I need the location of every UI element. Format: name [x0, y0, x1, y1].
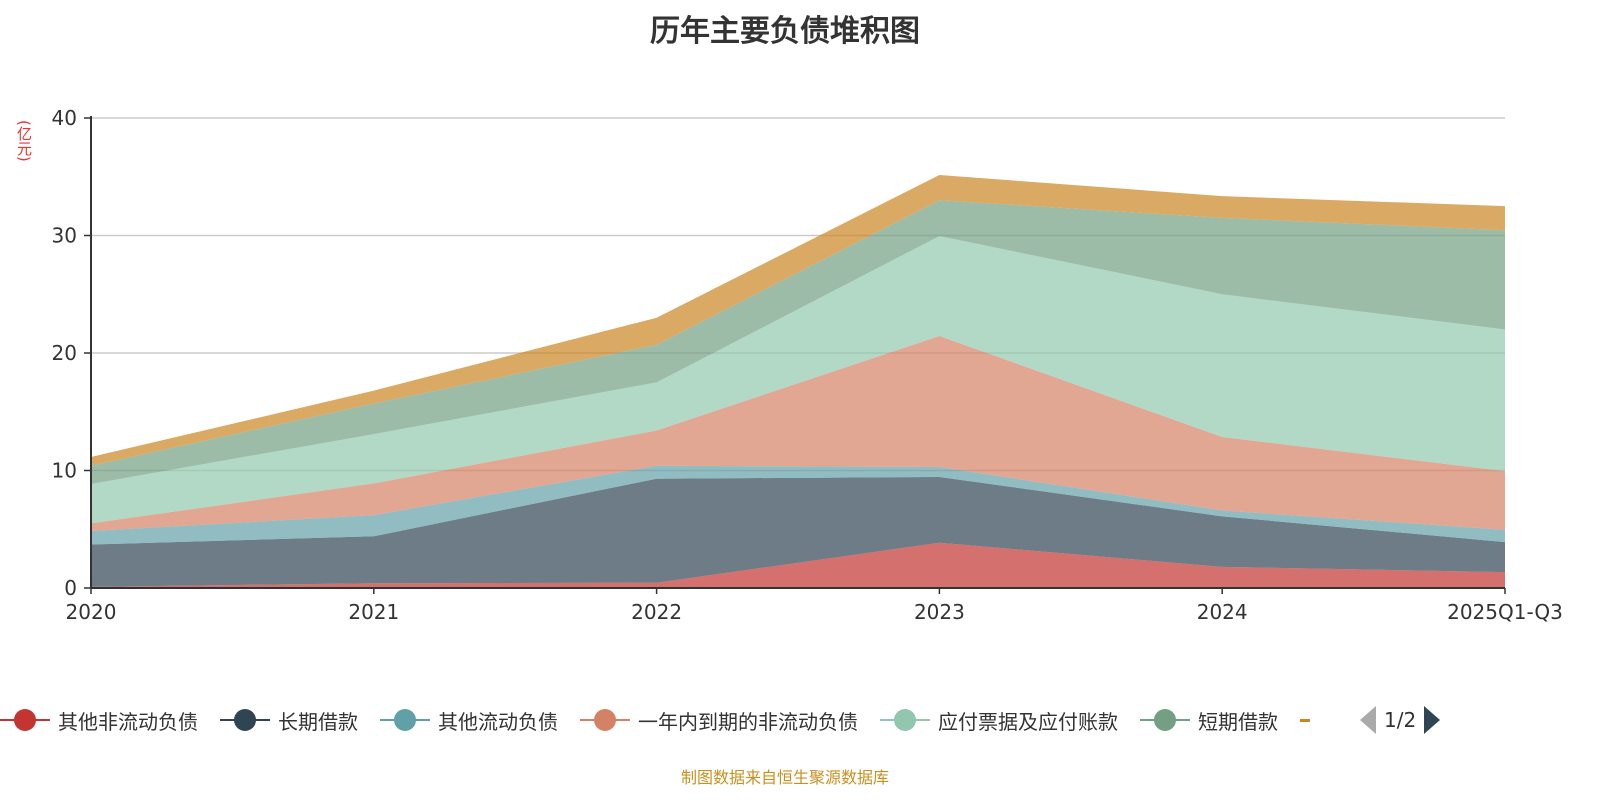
legend-item[interactable]: 短期借款 [1140, 705, 1278, 735]
area-series-0 [91, 542, 1505, 588]
legend-marker-icon [220, 705, 270, 735]
legend-label: 短期借款 [1198, 709, 1278, 734]
legend-label: 应付票据及应付账款 [938, 709, 1118, 734]
legend-item[interactable]: 其他流动负债 [380, 705, 558, 735]
legend-marker-icon [1140, 705, 1190, 735]
chart-title: 历年主要负债堆积图 [650, 14, 920, 49]
legend-label: 其他流动负债 [438, 709, 558, 734]
legend-marker-icon [0, 705, 50, 735]
next-page-icon[interactable] [1424, 706, 1441, 734]
legend-item[interactable]: 其他非流动负债 [0, 705, 198, 735]
legend-item[interactable] [1300, 718, 1330, 722]
legend-item[interactable]: 长期借款 [220, 705, 358, 735]
y-axis-unit: (亿元) [15, 120, 33, 162]
x-tick-label: 2024 [1197, 600, 1248, 624]
y-tick-label: 40 [52, 106, 77, 130]
x-tick-label: 2021 [348, 600, 399, 624]
legend-label: 其他非流动负债 [58, 709, 198, 734]
legend-pager: 1/2 [1352, 706, 1448, 734]
x-tick-label: 2022 [631, 600, 682, 624]
legend-label: 一年内到期的非流动负债 [638, 709, 858, 734]
legend-page-indicator: 1/2 [1384, 708, 1417, 732]
stacked-area-chart: 0 10 20 30 40 2020 2021 2022 2023 2024 2025Q1-Q3 [52, 106, 1563, 624]
x-tick-label: 2020 [66, 600, 117, 624]
area-series-5 [91, 200, 1505, 485]
legend: 其他非流动负债 长期借款 其他流动负债 一年内到期的非流动负债 应付票据及应付账款 短期借… [0, 704, 1448, 736]
y-tick-label: 20 [52, 341, 77, 365]
y-tick-label: 0 [64, 576, 77, 600]
legend-marker-icon [380, 705, 430, 735]
x-tick-label: 2023 [914, 600, 965, 624]
legend-marker-icon [580, 705, 630, 735]
legend-item[interactable]: 应付票据及应付账款 [880, 705, 1118, 735]
area-series-6 [91, 174, 1505, 466]
legend-marker-icon [1300, 718, 1310, 722]
y-tick-label: 10 [52, 459, 77, 483]
legend-marker-icon [880, 705, 930, 735]
area-series-1 [91, 476, 1505, 587]
legend-item[interactable]: 一年内到期的非流动负债 [580, 705, 858, 735]
prev-page-icon[interactable] [1360, 706, 1376, 734]
area-series-4 [91, 236, 1505, 524]
legend-label: 长期借款 [278, 709, 358, 734]
area-series-3 [91, 335, 1505, 532]
area-series-2 [91, 465, 1505, 545]
x-tick-label: 2025Q1-Q3 [1447, 600, 1563, 624]
y-tick-label: 30 [52, 224, 77, 248]
data-source-note: 制图数据来自恒生聚源数据库 [680, 768, 889, 787]
